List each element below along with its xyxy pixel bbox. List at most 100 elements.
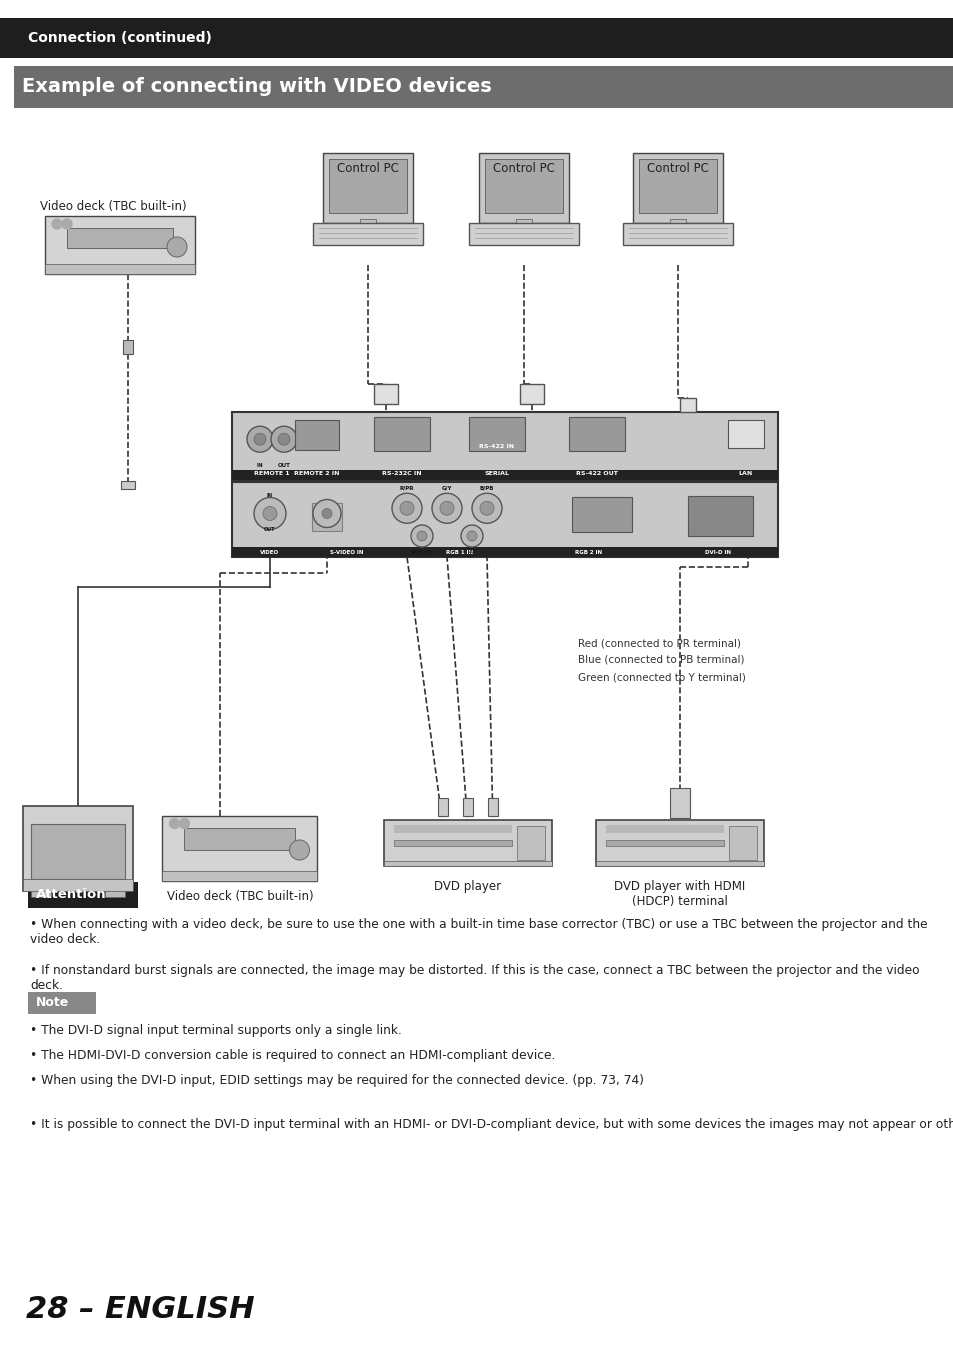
Bar bbox=[437, 798, 448, 815]
Bar bbox=[30, 824, 125, 879]
Circle shape bbox=[167, 238, 187, 256]
Bar bbox=[67, 228, 172, 248]
Text: • The DVI-D signal input terminal supports only a single link.: • The DVI-D signal input terminal suppor… bbox=[30, 1025, 401, 1037]
Bar bbox=[162, 815, 317, 880]
Circle shape bbox=[170, 818, 179, 829]
Text: Connection (continued): Connection (continued) bbox=[28, 31, 212, 45]
Bar bbox=[45, 265, 194, 274]
Circle shape bbox=[472, 493, 501, 524]
Bar bbox=[462, 798, 473, 815]
Bar bbox=[484, 159, 562, 213]
Circle shape bbox=[62, 219, 71, 230]
Text: Note: Note bbox=[36, 996, 70, 1010]
Text: • The HDMI-DVI-D conversion cable is required to connect an HDMI-compliant devic: • The HDMI-DVI-D conversion cable is req… bbox=[30, 1049, 555, 1062]
Circle shape bbox=[271, 427, 296, 452]
Text: RGB 2 IN: RGB 2 IN bbox=[575, 549, 602, 555]
Bar bbox=[488, 798, 497, 815]
Text: REMOTE 1: REMOTE 1 bbox=[253, 471, 290, 477]
Bar bbox=[312, 504, 341, 531]
Bar bbox=[162, 871, 317, 880]
Text: OUT: OUT bbox=[277, 463, 290, 468]
Bar bbox=[605, 825, 723, 833]
Text: SERIAL: SERIAL bbox=[484, 471, 509, 477]
Text: RGB 1 IN: RGB 1 IN bbox=[446, 549, 473, 555]
Text: • When using the DVI-D input, EDID settings may be required for the connected de: • When using the DVI-D input, EDID setti… bbox=[30, 1075, 643, 1087]
Text: SYNC/HD: SYNC/HD bbox=[411, 549, 433, 553]
Bar bbox=[28, 992, 96, 1014]
Bar bbox=[478, 153, 568, 223]
Bar bbox=[646, 547, 778, 558]
Bar bbox=[374, 383, 397, 404]
Bar bbox=[232, 547, 307, 558]
Bar bbox=[679, 398, 696, 412]
Text: Example of connecting with VIDEO devices: Example of connecting with VIDEO devices bbox=[22, 77, 491, 96]
Text: RS-232C IN: RS-232C IN bbox=[382, 471, 421, 477]
Bar bbox=[517, 826, 544, 860]
Bar bbox=[329, 159, 407, 213]
Circle shape bbox=[247, 427, 273, 452]
Bar bbox=[30, 891, 51, 896]
Text: RS-422 IN: RS-422 IN bbox=[479, 444, 514, 448]
Circle shape bbox=[392, 493, 421, 524]
Circle shape bbox=[52, 219, 62, 230]
Bar bbox=[596, 819, 763, 865]
Text: DVD player: DVD player bbox=[434, 880, 501, 892]
Bar bbox=[184, 828, 295, 850]
Circle shape bbox=[479, 501, 494, 516]
Text: Colour monitor: Colour monitor bbox=[33, 898, 122, 911]
Text: R/PR: R/PR bbox=[399, 485, 414, 490]
Bar bbox=[0, 18, 953, 58]
Text: Video deck (TBC built-in): Video deck (TBC built-in) bbox=[167, 890, 313, 903]
Bar bbox=[605, 840, 723, 846]
Bar bbox=[669, 219, 685, 227]
Bar bbox=[519, 383, 543, 404]
Bar bbox=[394, 825, 512, 833]
Bar bbox=[121, 481, 135, 489]
Bar bbox=[596, 861, 763, 865]
Bar bbox=[294, 420, 338, 450]
Text: Video deck (TBC built-in): Video deck (TBC built-in) bbox=[40, 200, 187, 213]
Text: Control PC: Control PC bbox=[336, 162, 398, 176]
Bar bbox=[394, 840, 512, 846]
Circle shape bbox=[432, 493, 461, 524]
Circle shape bbox=[399, 501, 414, 516]
Text: Attention: Attention bbox=[36, 888, 107, 902]
Bar bbox=[532, 547, 646, 558]
Bar bbox=[622, 223, 732, 244]
Text: OUT: OUT bbox=[264, 526, 275, 532]
Bar bbox=[728, 826, 757, 860]
Circle shape bbox=[313, 500, 340, 528]
Bar bbox=[28, 882, 138, 909]
Bar bbox=[384, 819, 552, 865]
Circle shape bbox=[439, 501, 454, 516]
Circle shape bbox=[263, 506, 276, 521]
Text: IN: IN bbox=[256, 463, 263, 468]
Circle shape bbox=[253, 433, 266, 446]
Bar bbox=[232, 482, 778, 558]
Text: • When connecting with a video deck, be sure to use the one with a built-in time: • When connecting with a video deck, be … bbox=[30, 918, 926, 946]
Bar bbox=[323, 153, 413, 223]
Bar bbox=[469, 417, 524, 451]
Bar bbox=[307, 547, 387, 558]
Bar bbox=[572, 497, 631, 532]
Text: 28 – ENGLISH: 28 – ENGLISH bbox=[26, 1295, 254, 1324]
Bar bbox=[469, 223, 578, 244]
Bar bbox=[232, 470, 778, 481]
Text: B/PB: B/PB bbox=[479, 485, 494, 490]
Text: Control PC: Control PC bbox=[493, 162, 555, 176]
Circle shape bbox=[411, 525, 433, 547]
Text: LAN: LAN bbox=[739, 471, 752, 477]
Text: DVI-D IN: DVI-D IN bbox=[704, 549, 730, 555]
Bar bbox=[516, 219, 532, 227]
Text: VD: VD bbox=[468, 549, 475, 553]
Bar bbox=[23, 806, 132, 891]
Bar bbox=[23, 879, 132, 891]
Text: G/Y: G/Y bbox=[441, 485, 452, 490]
Bar bbox=[568, 417, 624, 451]
Bar bbox=[387, 547, 532, 558]
Text: REMOTE 2 IN: REMOTE 2 IN bbox=[294, 471, 339, 477]
Bar bbox=[45, 216, 194, 274]
Text: • If nonstandard burst signals are connected, the image may be distorted. If thi: • If nonstandard burst signals are conne… bbox=[30, 964, 919, 992]
Bar bbox=[14, 66, 953, 108]
Text: S-VIDEO IN: S-VIDEO IN bbox=[330, 549, 363, 555]
